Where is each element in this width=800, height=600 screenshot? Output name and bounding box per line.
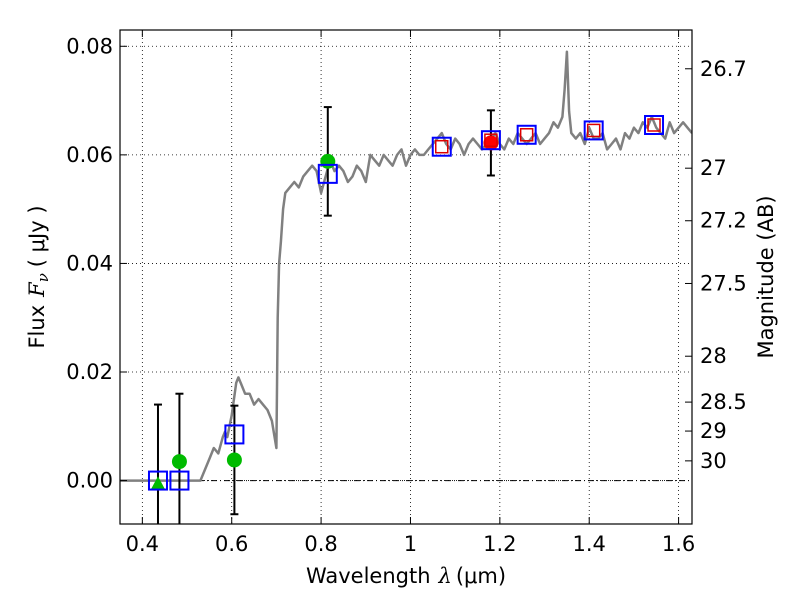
model-spectrum-line: [120, 50, 692, 482]
observed-point: [226, 452, 242, 468]
inner-square: [647, 118, 661, 132]
inner-square: [586, 123, 601, 138]
y-tick-label: 0.04: [66, 251, 113, 275]
y2-tick-label: 30: [700, 449, 727, 473]
axis-ticks: [120, 30, 692, 524]
observed-point: [171, 454, 187, 470]
x-tick-label: 1: [404, 532, 417, 556]
model-flux-square: [224, 424, 245, 445]
y2-tick-label: 29: [700, 419, 727, 443]
model-flux-square: [169, 470, 190, 491]
model-flux-square: [147, 470, 168, 491]
model-flux-square: [583, 120, 604, 141]
x-tick-label: 0.6: [215, 532, 248, 556]
model-flux-squares: [147, 115, 665, 491]
x-tick-label: 1.6: [662, 532, 695, 556]
plot-frame: [119, 29, 693, 525]
y2-tick-label: 28: [700, 344, 727, 368]
x-axis-label: Wavelength λ (μm): [306, 564, 506, 588]
x-tick-label: 0.8: [304, 532, 337, 556]
model-flux-square: [431, 136, 452, 157]
y2-tick-label: 26.7: [700, 57, 747, 81]
model-flux-square: [516, 124, 537, 145]
grid-lines: [120, 30, 692, 524]
x-tick-label: 1.4: [573, 532, 606, 556]
y-tick-label: 0.02: [66, 360, 113, 384]
y-tick-label: 0.08: [66, 34, 113, 58]
observed-point: [320, 153, 336, 169]
inner-squares: [435, 118, 661, 154]
inner-square: [435, 139, 449, 154]
model-flux-square: [644, 115, 665, 135]
model-flux-square: [317, 163, 338, 184]
y-tick-label: 0.06: [66, 143, 113, 167]
y2-tick-label: 27.2: [700, 209, 747, 233]
tick-labels: 0.4 0.6 0.8 1 1.2 1.4 1.6 0.00 0.02 0.04 0.06 0.08 2…: [66, 34, 747, 556]
y2-axis-label: Magnitude (AB): [754, 195, 778, 358]
model-flux-square: [480, 130, 501, 151]
y2-tick-label: 27.5: [700, 271, 747, 295]
y2-tick-label: 27: [700, 156, 727, 180]
x-tick-label: 0.4: [126, 532, 159, 556]
inner-square: [484, 133, 498, 147]
y2-tick-label: 28.5: [700, 390, 747, 414]
y-axis-label: FluxFν( μJy ): [25, 205, 52, 348]
inner-square: [519, 128, 534, 142]
y-tick-label: 0.00: [66, 469, 113, 493]
x-tick-label: 1.2: [483, 532, 516, 556]
observed-triangle: [150, 476, 165, 490]
plot-area: [120, 50, 692, 524]
